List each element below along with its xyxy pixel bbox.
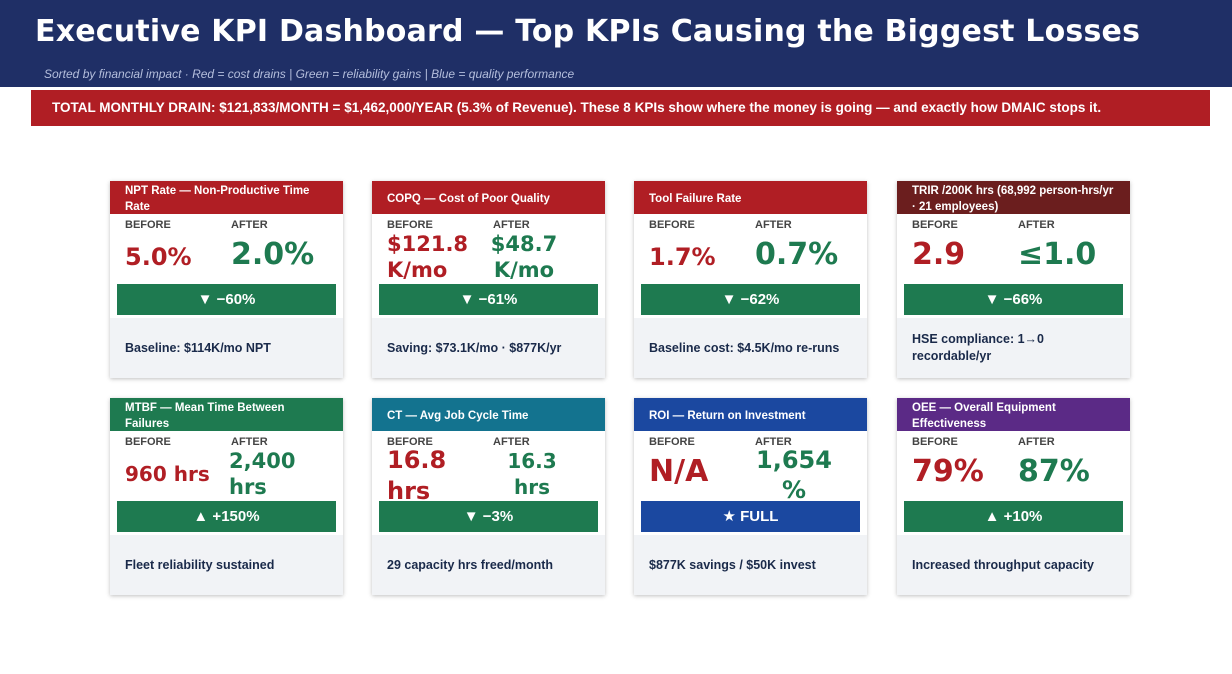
card-body: BEFORE AFTER 79% 87% ▲ +10% xyxy=(897,431,1130,535)
card-body: BEFORE AFTER 16.8 hrs 16.3 hrs ▼ −3% xyxy=(372,431,605,535)
card-body: BEFORE AFTER 2.9 ≤1.0 ▼ −66% xyxy=(897,214,1130,318)
change-banner: ★ FULL xyxy=(641,501,860,532)
before-label: BEFORE xyxy=(125,436,171,448)
after-value: 16.3 hrs xyxy=(507,449,557,499)
card-header: MTBF — Mean Time Between Failures xyxy=(110,398,343,431)
kpi-card-mtbf[interactable]: MTBF — Mean Time Between Failures BEFORE… xyxy=(110,398,343,595)
before-value: 79% xyxy=(912,454,984,489)
change-banner: ▼ −66% xyxy=(904,284,1123,315)
after-label: AFTER xyxy=(231,219,268,231)
before-label: BEFORE xyxy=(912,436,958,448)
kpi-card-oee[interactable]: OEE — Overall Equipment Effectiveness BE… xyxy=(897,398,1130,595)
after-value: 2,400 hrs xyxy=(229,449,296,499)
card-header: COPQ — Cost of Poor Quality xyxy=(372,181,605,214)
after-label: AFTER xyxy=(755,219,792,231)
total-drain-alert: TOTAL MONTHLY DRAIN: $121,833/MONTH = $1… xyxy=(31,90,1210,126)
kpi-card-roi[interactable]: ROI — Return on Investment BEFORE AFTER … xyxy=(634,398,867,595)
kpi-card-trir[interactable]: TRIR /200K hrs (68,992 person-hrs/yr · 2… xyxy=(897,181,1130,378)
before-label: BEFORE xyxy=(387,436,433,448)
page-subtitle: Sorted by financial impact · Red = cost … xyxy=(44,67,575,81)
after-value: 1,654 % xyxy=(756,446,832,504)
before-label: BEFORE xyxy=(649,436,695,448)
after-label: AFTER xyxy=(493,219,530,231)
card-footer: Saving: $73.1K/mo · $877K/yr xyxy=(387,340,562,355)
change-banner: ▼ −62% xyxy=(641,284,860,315)
after-label: AFTER xyxy=(1018,436,1055,448)
change-banner: ▲ +10% xyxy=(904,501,1123,532)
card-footer: Baseline: $114K/mo NPT xyxy=(125,340,271,355)
after-label: AFTER xyxy=(1018,219,1055,231)
before-value: 960 hrs xyxy=(125,462,210,486)
after-value: 87% xyxy=(1018,454,1090,489)
after-value: ≤1.0 xyxy=(1018,237,1097,272)
card-header: CT — Avg Job Cycle Time xyxy=(372,398,605,431)
card-footer: 29 capacity hrs freed/month xyxy=(387,557,554,572)
title-bar: Executive KPI Dashboard — Top KPIs Causi… xyxy=(0,0,1232,87)
change-banner: ▼ −61% xyxy=(379,284,598,315)
before-value: $121.8 K/mo xyxy=(387,232,469,282)
kpi-card-tool-failure-rate[interactable]: Tool Failure Rate BEFORE AFTER 1.7% 0.7%… xyxy=(634,181,867,378)
page-title: Executive KPI Dashboard — Top KPIs Causi… xyxy=(35,14,1141,49)
card-body: BEFORE AFTER N/A 1,654 % ★ FULL xyxy=(634,431,867,535)
after-label: AFTER xyxy=(755,436,792,448)
before-value: 2.9 xyxy=(912,237,966,272)
change-banner: ▼ −60% xyxy=(117,284,336,315)
card-footer: Fleet reliability sustained xyxy=(125,557,275,572)
kpi-card-npt-rate[interactable]: NPT Rate — Non-Productive Time Rate BEFO… xyxy=(110,181,343,378)
before-value: 1.7% xyxy=(649,243,716,271)
after-label: AFTER xyxy=(231,436,268,448)
before-label: BEFORE xyxy=(387,219,433,231)
card-footer: HSE compliance: 1→0 recordable/yr xyxy=(912,332,1044,363)
kpi-card-copq[interactable]: COPQ — Cost of Poor Quality BEFORE AFTER… xyxy=(372,181,605,378)
before-value: N/A xyxy=(649,454,709,489)
before-label: BEFORE xyxy=(649,219,695,231)
card-header: Tool Failure Rate xyxy=(634,181,867,214)
after-value: $48.7 K/mo xyxy=(490,232,558,282)
change-banner: ▼ −3% xyxy=(379,501,598,532)
card-body: BEFORE AFTER $121.8 K/mo $48.7 K/mo ▼ −6… xyxy=(372,214,605,318)
card-header: OEE — Overall Equipment Effectiveness xyxy=(897,398,1130,431)
card-body: BEFORE AFTER 1.7% 0.7% ▼ −62% xyxy=(634,214,867,318)
before-value: 16.8 hrs xyxy=(387,446,447,505)
card-header: ROI — Return on Investment xyxy=(634,398,867,431)
after-value: 0.7% xyxy=(755,237,839,272)
after-value: 2.0% xyxy=(231,237,315,272)
after-label: AFTER xyxy=(493,436,530,448)
kpi-card-cycle-time[interactable]: CT — Avg Job Cycle Time BEFORE AFTER 16.… xyxy=(372,398,605,595)
before-label: BEFORE xyxy=(912,219,958,231)
card-footer: Baseline cost: $4.5K/mo re-runs xyxy=(649,340,840,355)
card-header: TRIR /200K hrs (68,992 person-hrs/yr · 2… xyxy=(897,181,1130,214)
card-body: BEFORE AFTER 960 hrs 2,400 hrs ▲ +150% xyxy=(110,431,343,535)
card-body: BEFORE AFTER 5.0% 2.0% ▼ −60% xyxy=(110,214,343,318)
before-label: BEFORE xyxy=(125,219,171,231)
card-header: NPT Rate — Non-Productive Time Rate xyxy=(110,181,343,214)
card-footer: $877K savings / $50K invest xyxy=(649,557,816,572)
card-footer: Increased throughput capacity xyxy=(912,557,1094,572)
change-banner: ▲ +150% xyxy=(117,501,336,532)
before-value: 5.0% xyxy=(125,243,192,271)
